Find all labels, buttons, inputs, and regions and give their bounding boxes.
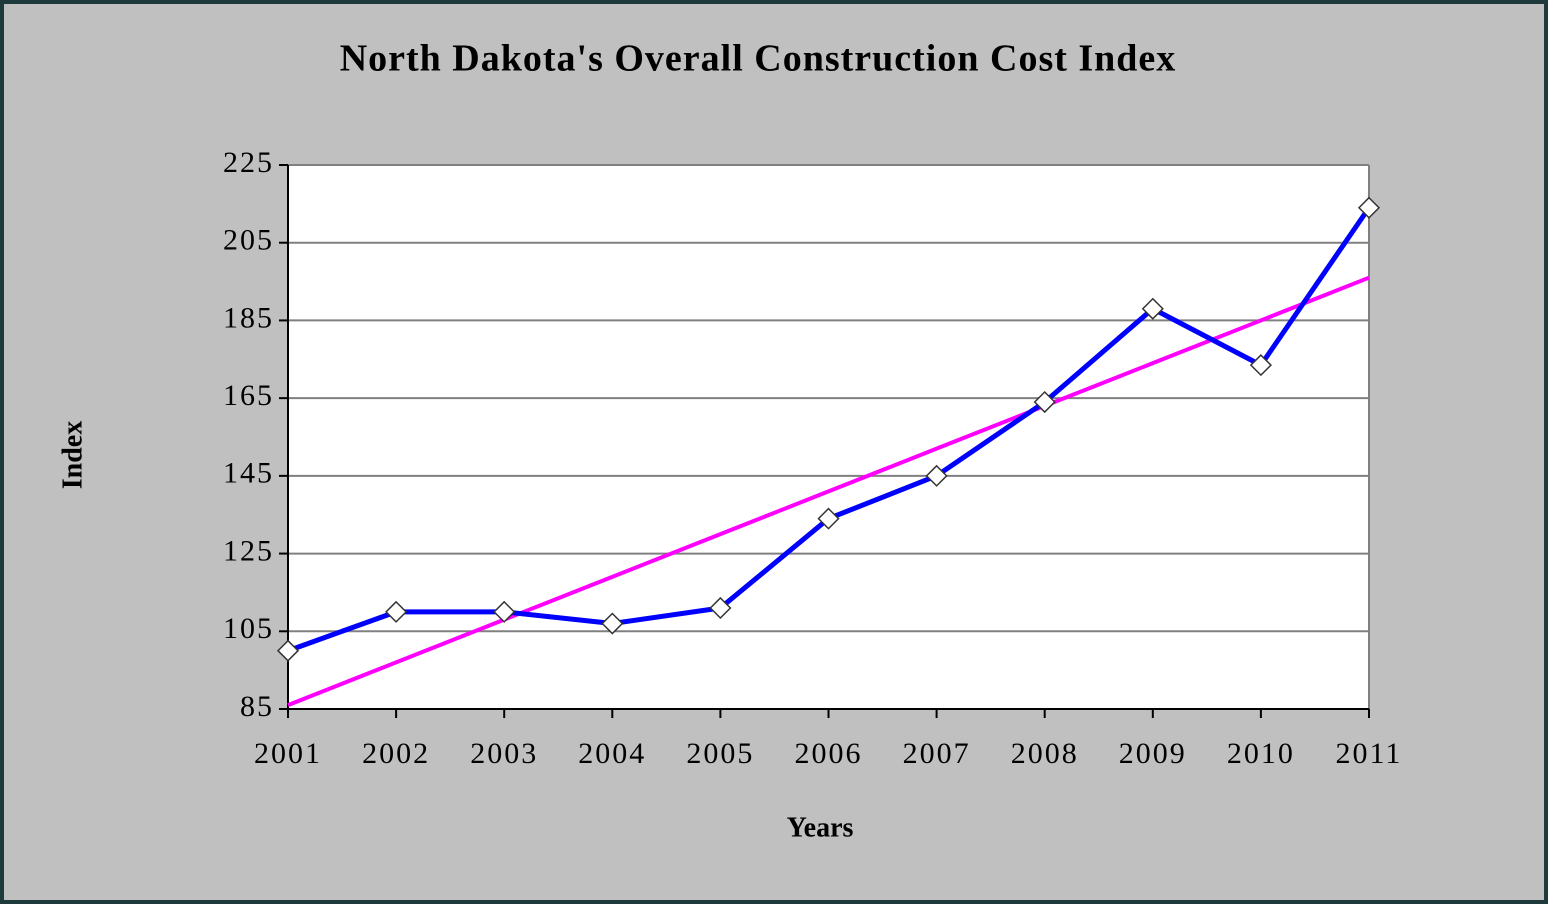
y-tick-label: 225 xyxy=(223,146,274,179)
x-tick-label: 2010 xyxy=(1227,737,1295,770)
x-tick-label: 2008 xyxy=(1011,737,1079,770)
x-tick-label: 2006 xyxy=(795,737,863,770)
data-point xyxy=(1033,390,1056,414)
x-tick-label: 2002 xyxy=(362,737,430,770)
data-point xyxy=(817,507,840,530)
x-tick-label: 2005 xyxy=(686,737,754,770)
data-point xyxy=(925,464,948,487)
y-axis-title: Index xyxy=(57,421,88,489)
y-tick-label: 185 xyxy=(223,301,274,334)
data-point xyxy=(709,596,732,620)
y-tick-label: 85 xyxy=(240,690,274,723)
data-point xyxy=(385,600,408,623)
y-tick-label: 165 xyxy=(223,379,274,412)
x-tick-label: 2007 xyxy=(903,737,971,770)
x-tick-label: 2009 xyxy=(1119,737,1187,770)
x-axis-title: Years xyxy=(787,812,854,843)
y-tick-label: 205 xyxy=(223,224,274,257)
x-tick-label: 2001 xyxy=(254,737,322,770)
data-point xyxy=(276,639,300,662)
data-point xyxy=(601,612,624,635)
y-tick-label: 125 xyxy=(223,534,274,567)
y-tick-label: 105 xyxy=(223,612,274,645)
chart-title: North Dakota's Overall Construction Cost… xyxy=(340,38,1177,80)
x-tick-label: 2003 xyxy=(470,737,538,770)
plot-area xyxy=(288,165,1369,709)
y-tick-label: 145 xyxy=(223,457,274,490)
data-point xyxy=(1357,196,1381,219)
data-point xyxy=(1141,297,1164,320)
x-tick-label: 2004 xyxy=(578,737,646,770)
x-tick-label: 2011 xyxy=(1336,737,1403,770)
data-point xyxy=(493,600,516,623)
data-point xyxy=(1249,354,1272,377)
series-line xyxy=(287,275,1370,707)
